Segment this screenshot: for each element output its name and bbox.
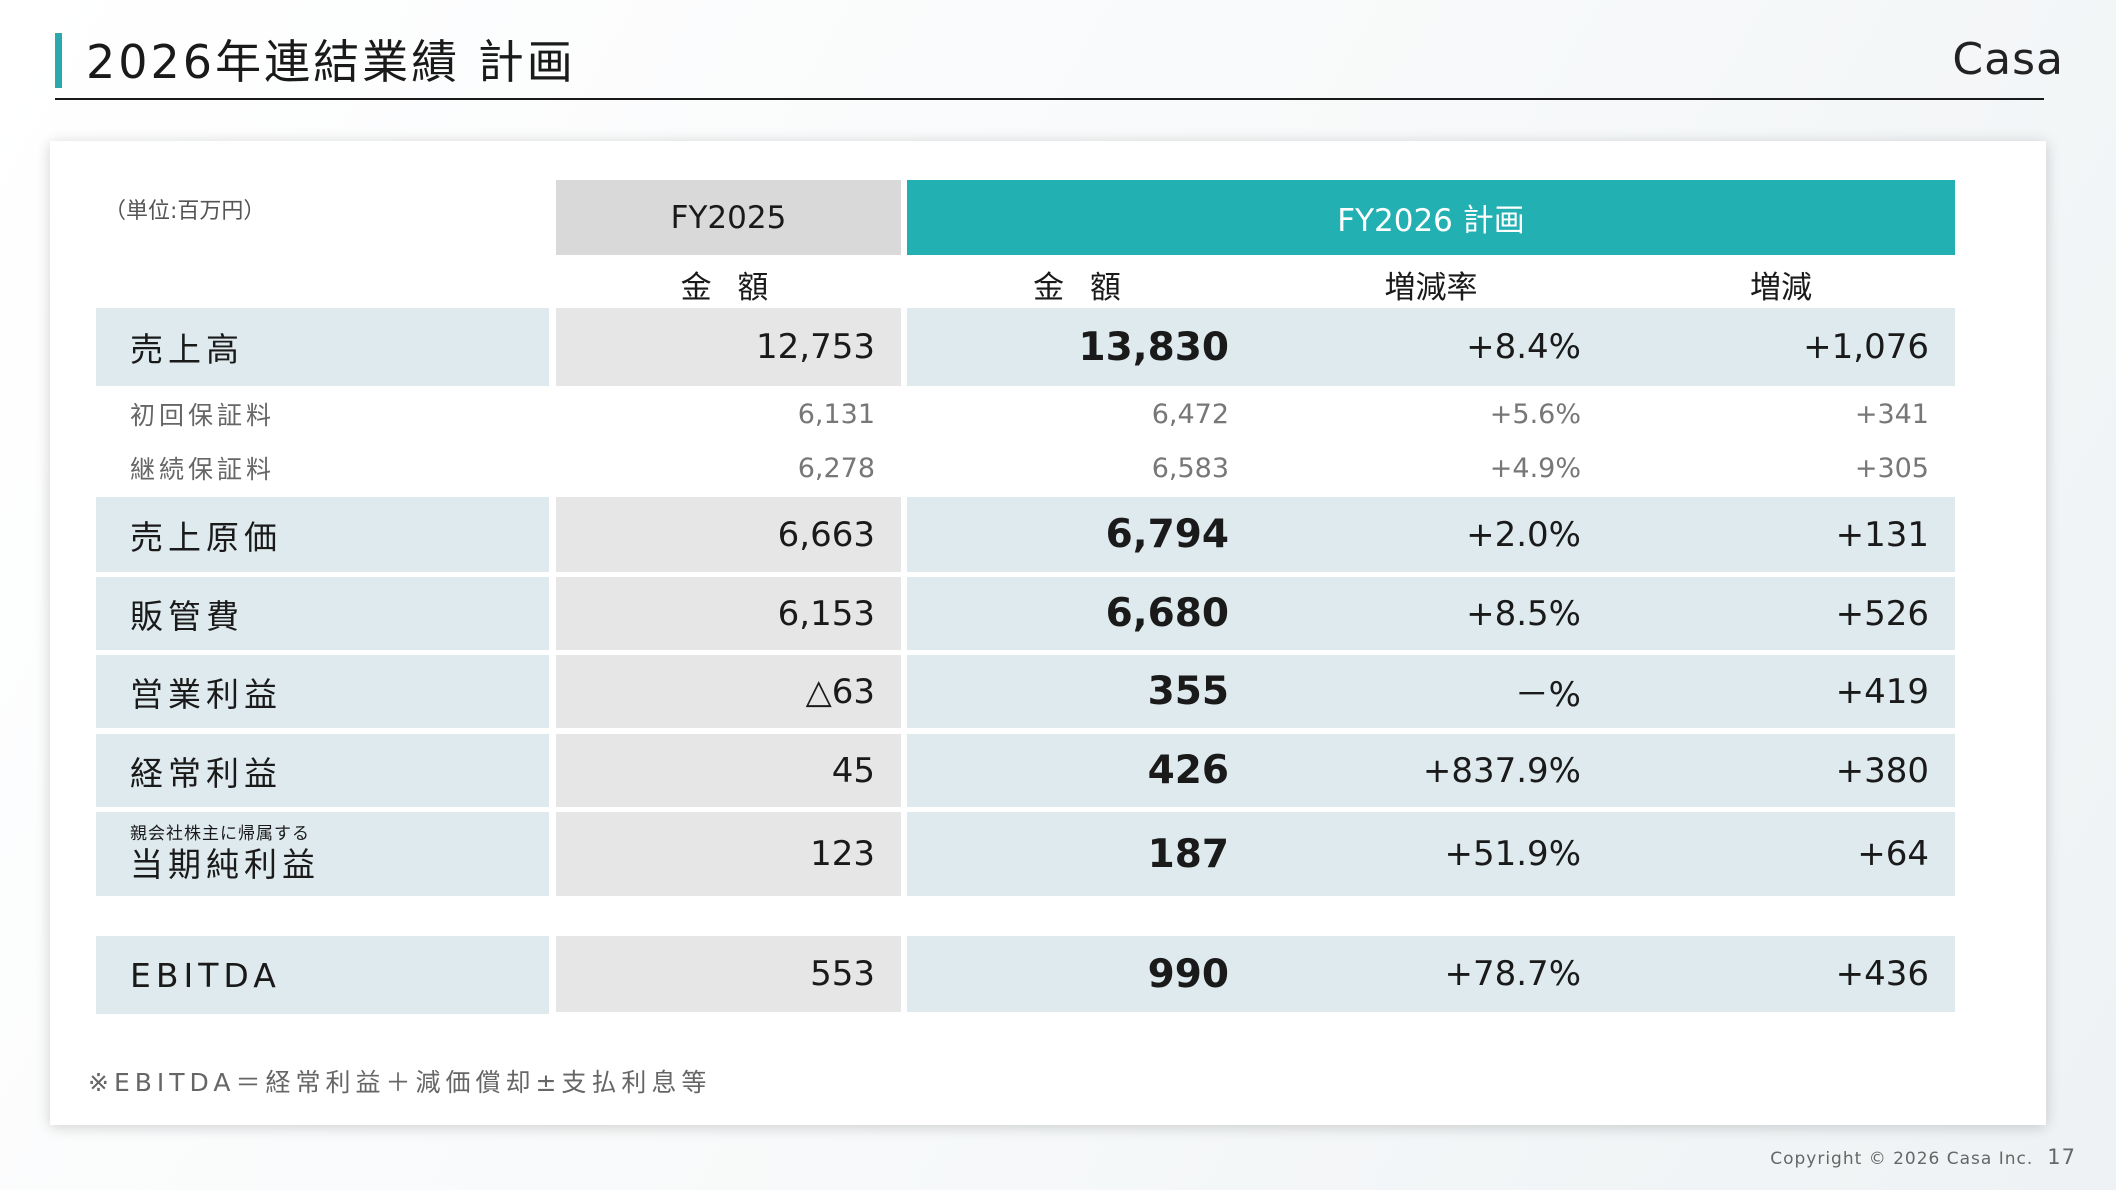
row-label-main: 当期純利益 [130,845,320,884]
title-accent-bar [55,33,62,88]
cell-amount: 6,794 [907,497,1255,572]
cell-prev: 6,663 [556,497,901,572]
copyright: Copyright © 2026 Casa Inc. [1770,1149,2034,1169]
cell-rate: +78.7% [1255,936,1607,1012]
cell-diff: +305 [1854,452,1929,484]
cell-rate: +2.0% [1255,497,1607,572]
subheader-diff: 増減 [1750,269,1812,306]
page-title: 2026年連結業績 計画 [86,35,576,89]
cell-diff: +436 [1607,936,1955,1012]
cell-prev: △63 [556,655,901,728]
subheader-amount-plan: 金 額 [1033,269,1129,306]
cell-amount: 13,830 [907,308,1255,386]
header-fy2025: FY2025 [556,180,901,255]
cell-diff: +380 [1607,734,1955,807]
row-label: 親会社株主に帰属する 当期純利益 [96,812,549,896]
cell-rate: +5.6% [1489,398,1581,430]
ebitda-note: ※EBITDA＝経常利益＋減価償却±支払利息等 [88,1068,712,1097]
cell-prev: 553 [556,936,901,1012]
cell-diff: +131 [1607,497,1955,572]
cell-prev: 6,131 [797,398,875,430]
cell-diff: +1,076 [1607,308,1955,386]
title-divider [55,98,2044,100]
row-label: 初回保証料 [130,401,276,430]
cell-amount: 6,472 [1151,398,1229,430]
row-label-prefix: 親会社株主に帰属する [130,824,310,844]
subheader-rate: 増減率 [1384,269,1478,306]
cell-rate: +837.9% [1255,734,1607,807]
row-label: 経常利益 [96,734,549,807]
cell-amount: 6,680 [907,577,1255,650]
row-label: 売上原価 [96,497,549,572]
cell-diff: +526 [1607,577,1955,650]
cell-prev: 123 [556,812,901,896]
cell-rate: +8.4% [1255,308,1607,386]
row-label: 売上高 [96,308,549,386]
row-label: EBITDA [96,936,549,1014]
cell-rate: +4.9% [1489,452,1581,484]
cell-diff: +419 [1607,655,1955,728]
cell-amount: 426 [907,734,1255,807]
row-label: 販管費 [96,577,549,650]
cell-amount: 187 [907,812,1255,896]
cell-prev: 12,753 [556,308,901,386]
subheader-amount-prev: 金 額 [680,269,777,306]
cell-prev: 45 [556,734,901,807]
row-label: 継続保証料 [130,455,276,484]
unit-label: （単位:百万円） [104,199,266,224]
cell-diff: +341 [1854,398,1929,430]
cell-amount: 990 [907,936,1255,1012]
cell-amount: 355 [907,655,1255,728]
header-fy2026-plan: FY2026 計画 [907,180,1955,255]
cell-rate: +8.5% [1255,577,1607,650]
footer: Copyright © 2026 Casa Inc. 17 [1770,1145,2076,1169]
cell-amount: 6,583 [1151,452,1229,484]
row-label: 営業利益 [96,655,549,728]
cell-diff: +64 [1607,812,1955,896]
cell-prev: 6,278 [797,452,875,484]
cell-prev: 6,153 [556,577,901,650]
cell-rate: +51.9% [1255,812,1607,896]
casa-logo: Casa [1952,34,2064,85]
cell-rate: －% [1255,655,1607,728]
page-number: 17 [2047,1145,2076,1169]
